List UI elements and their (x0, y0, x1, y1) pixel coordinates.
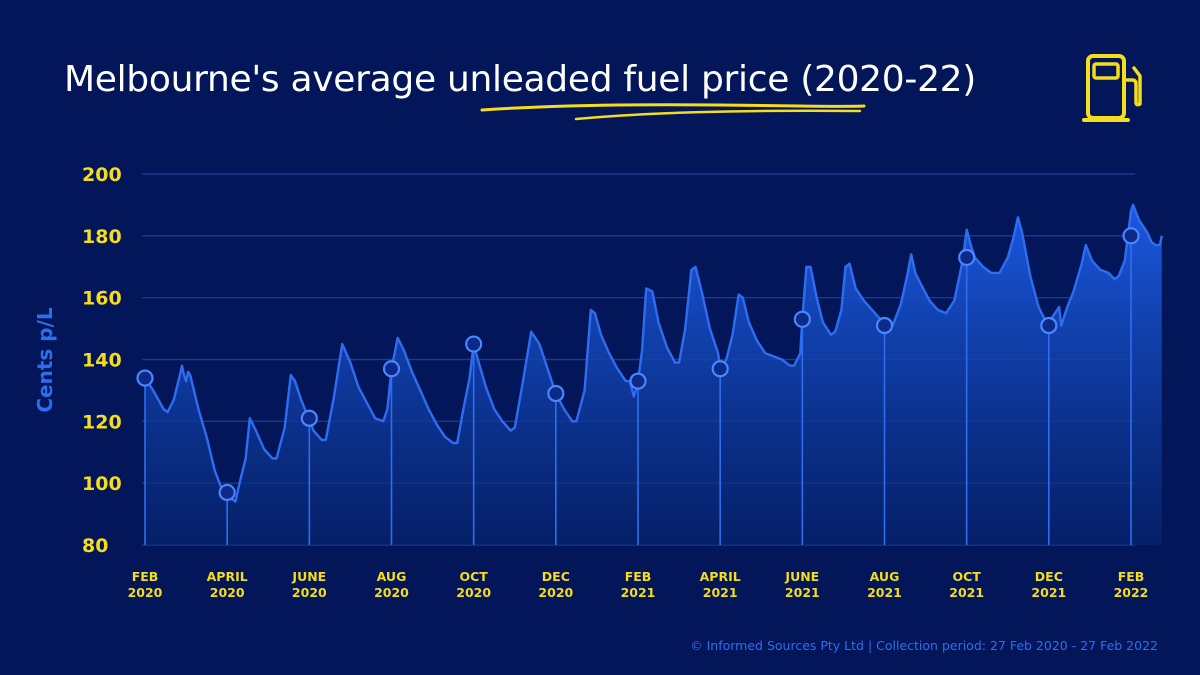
x-tick-month: OCT (460, 569, 489, 584)
data-point-marker (382, 360, 401, 378)
y-tick-label: 100 (82, 473, 122, 495)
month-lines (144, 243, 1132, 545)
x-tick-year: 2020 (292, 585, 327, 600)
x-tick-month: DEC (1035, 569, 1063, 584)
x-tick-year: 2021 (703, 585, 738, 600)
x-tick-month: JUNE (291, 569, 326, 584)
x-tick-month: APRIL (207, 569, 248, 584)
data-point-marker (1040, 316, 1058, 335)
x-tick-year: 2021 (867, 585, 902, 600)
y-tick-label: 160 (82, 288, 122, 310)
y-tick-label: 140 (82, 350, 122, 372)
x-tick-month: JUNE (784, 569, 819, 584)
price-line-path (143, 203, 1163, 503)
price-area-fill (145, 204, 1162, 545)
data-point-marker (629, 372, 647, 390)
data-point-marker (465, 335, 483, 353)
title-prefix: Melbourne's average (64, 59, 447, 100)
x-tick-month: AUG (377, 569, 407, 584)
y-tick-label: 200 (82, 164, 122, 186)
x-tick-year: 2020 (210, 585, 245, 600)
x-tick-year: 2020 (128, 585, 163, 600)
data-point-marker (793, 310, 811, 328)
x-tick-month: OCT (953, 569, 982, 584)
price-line (143, 203, 1163, 503)
markers (136, 227, 1140, 502)
x-tick-year: 2021 (1031, 585, 1066, 600)
fuel-pump-icon (1082, 54, 1142, 122)
x-tick-month: DEC (542, 569, 570, 584)
y-tick-label: 180 (82, 226, 122, 248)
x-tick-month: FEB (132, 569, 159, 584)
x-tick-year: 2022 (1114, 585, 1149, 600)
title-underline-highlight (480, 103, 866, 121)
y-ticks: 200 180 160 140 120 100 80 (82, 164, 122, 557)
source-credit: © Informed Sources Pty Ltd | Collection … (690, 638, 1158, 653)
data-point-marker (1122, 227, 1140, 245)
y-tick-label: 80 (82, 535, 108, 557)
title-highlight: unleaded fuel price (446, 59, 790, 100)
x-tick-year: 2021 (949, 585, 984, 600)
data-point-marker (958, 248, 976, 267)
y-tick-label: 120 (82, 411, 122, 433)
price-area (145, 204, 1162, 545)
data-point-marker (218, 483, 236, 502)
x-tick-month: FEB (1118, 569, 1145, 584)
title-suffix: (2020-22) (789, 59, 977, 100)
x-ticks: FEB2020APRIL2020JUNE2020AUG2020OCT2020DE… (128, 569, 1149, 600)
x-tick-month: FEB (625, 569, 652, 584)
x-tick-year: 2020 (374, 585, 409, 600)
chart-title: Melbourne's average unleaded fuel price … (64, 58, 976, 101)
data-point-marker (547, 384, 565, 403)
x-tick-month: APRIL (700, 569, 741, 584)
x-tick-year: 2020 (456, 585, 491, 600)
x-tick-year: 2020 (538, 585, 573, 600)
data-point-marker (711, 360, 729, 378)
x-tick-month: AUG (870, 569, 900, 584)
x-tick-year: 2021 (621, 585, 656, 600)
data-point-marker (136, 369, 154, 387)
x-tick-year: 2021 (785, 585, 820, 600)
data-point-marker (300, 409, 318, 427)
data-point-marker (875, 316, 894, 335)
